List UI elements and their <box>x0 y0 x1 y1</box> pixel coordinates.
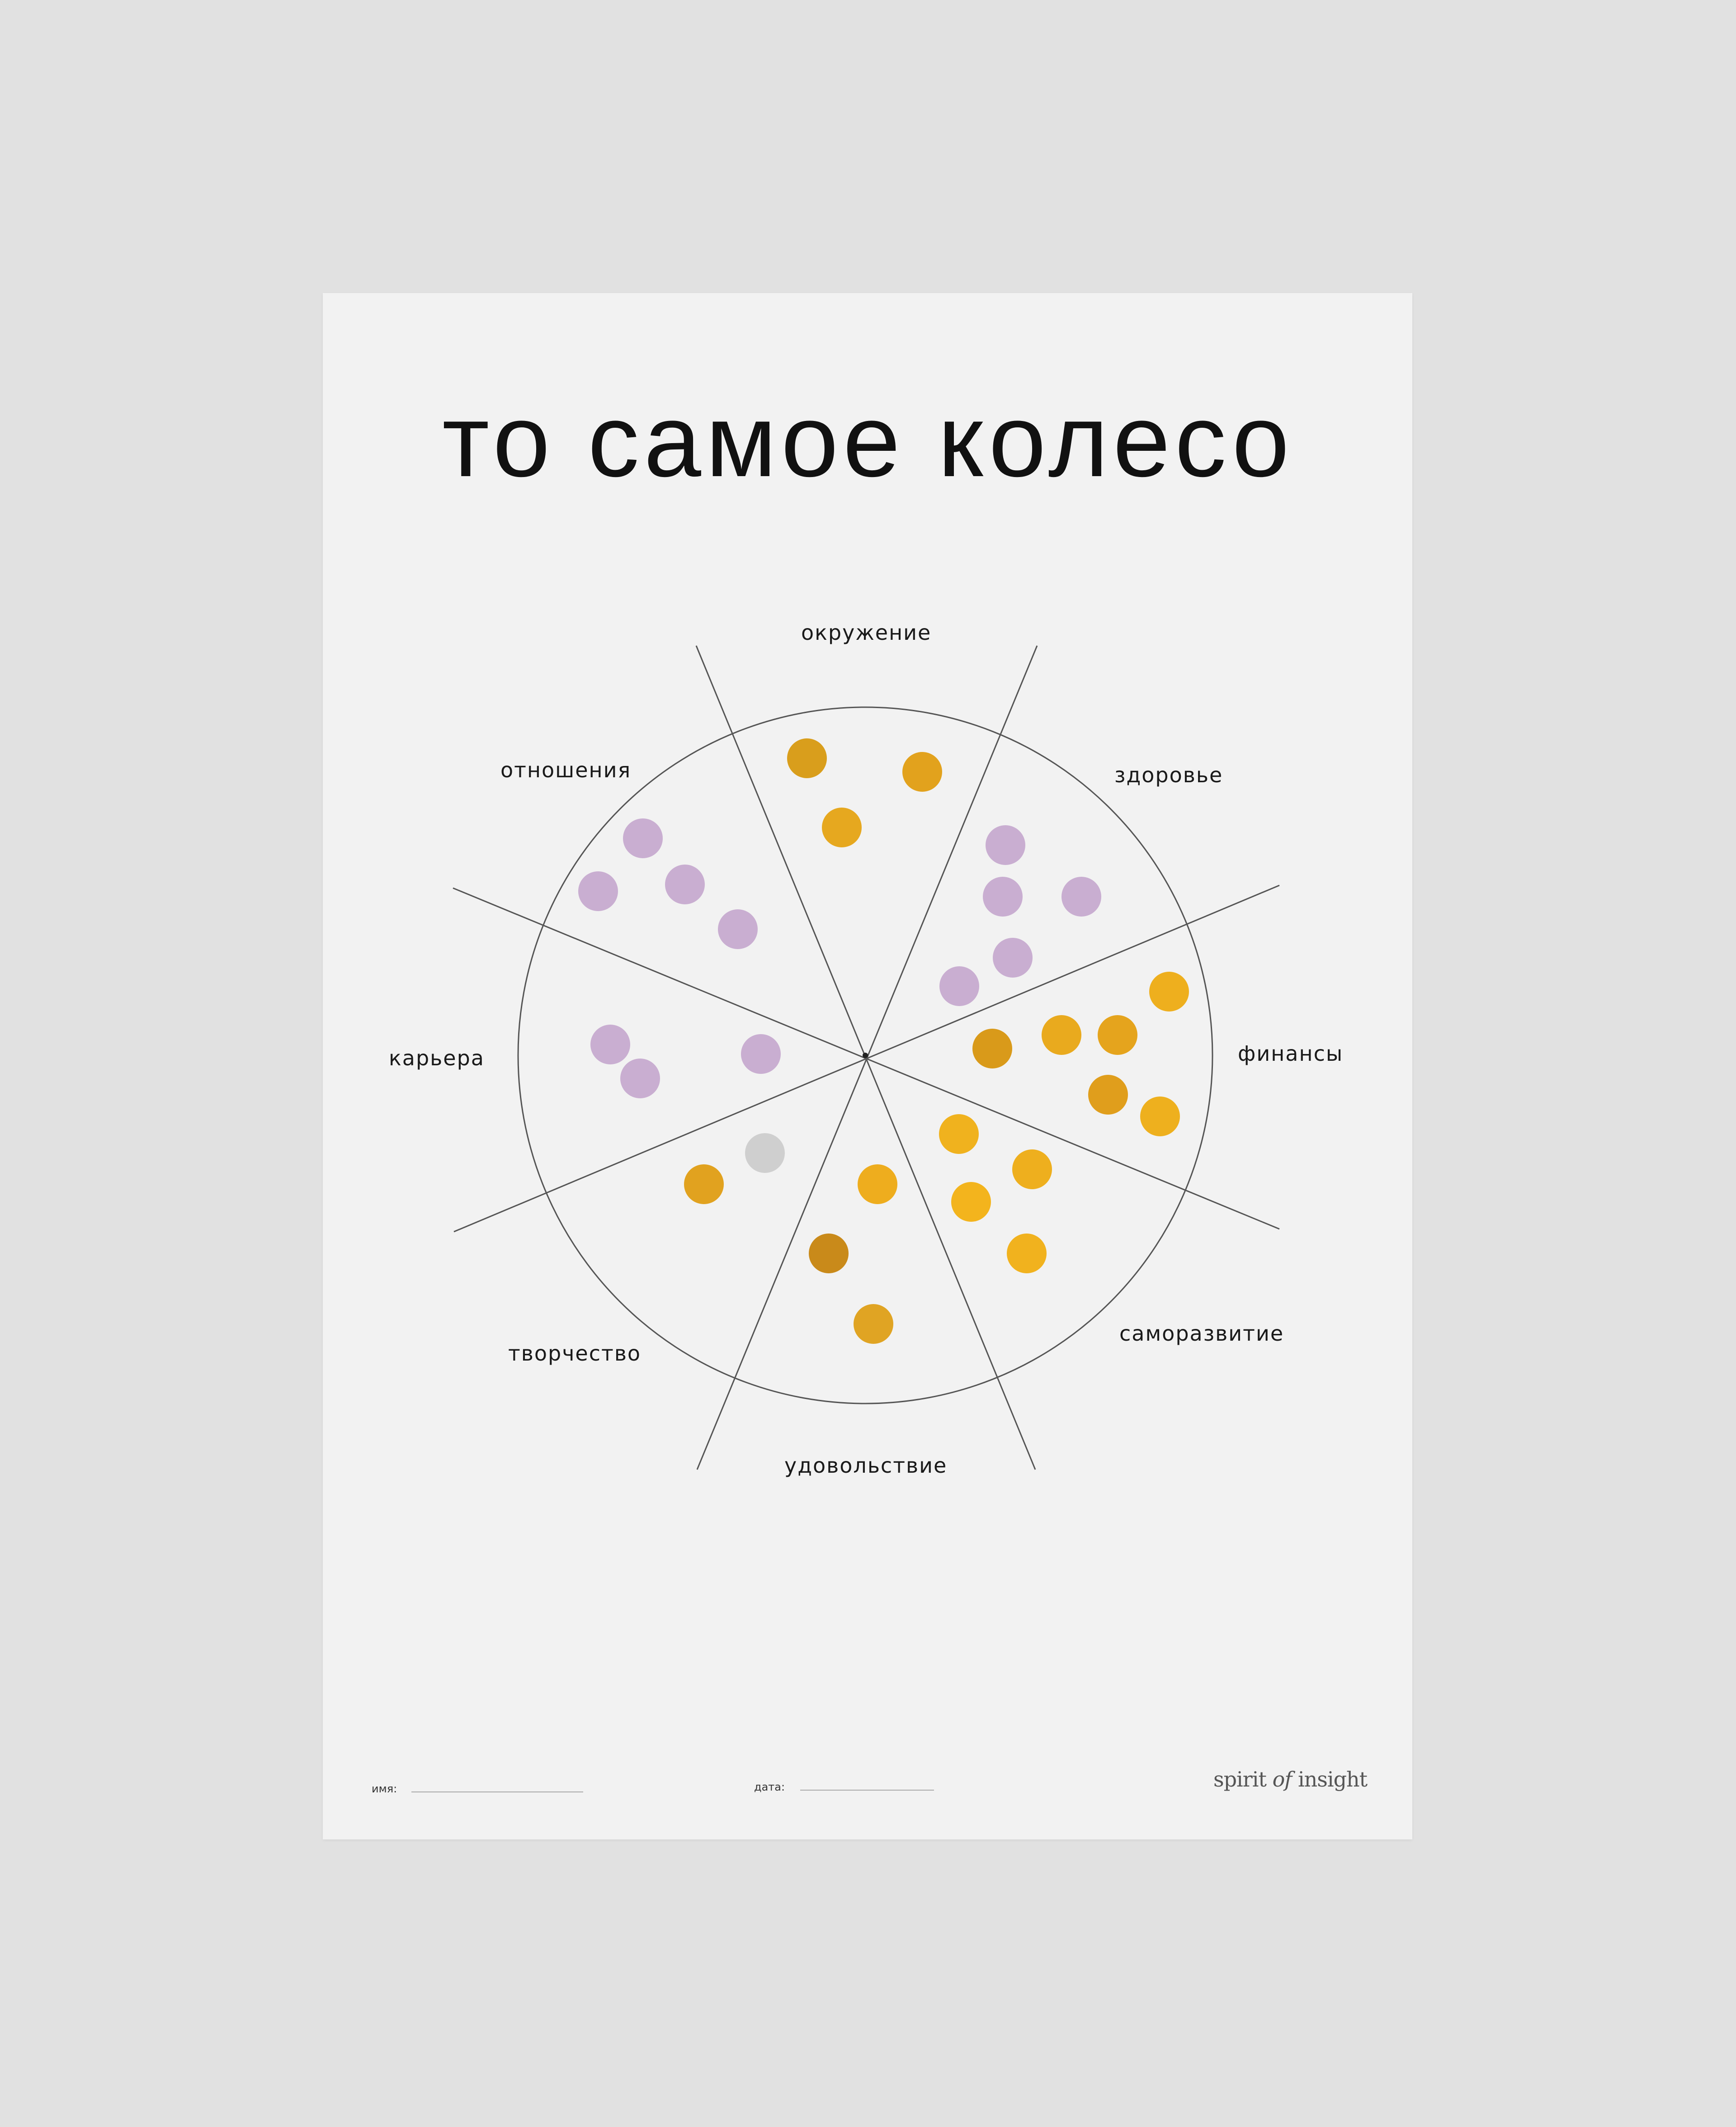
sticker-dot-health-2 <box>983 877 1023 917</box>
segment-label-finance: финансы <box>1238 1041 1344 1066</box>
sticker-dot-relationships-4 <box>718 909 758 949</box>
sticker-dot-creativity-2 <box>745 1133 785 1173</box>
sticker-dot-self-development-1 <box>939 1114 979 1154</box>
sticker-dot-self-development-2 <box>1012 1149 1052 1189</box>
sticker-dot-pleasure-1 <box>858 1164 897 1204</box>
segment-label-creativity: творчество <box>508 1341 642 1366</box>
date-field-label: дата: <box>754 1781 785 1793</box>
name-field-line <box>411 1791 583 1792</box>
sticker-dot-health-3 <box>1061 877 1101 917</box>
sticker-dot-environment-2 <box>902 752 942 792</box>
sticker-dot-relationships-3 <box>665 865 705 904</box>
sticker-dot-self-development-4 <box>1007 1234 1047 1273</box>
wheel-divider-line-4 <box>453 884 1280 1233</box>
wheel-center-point <box>863 1053 868 1058</box>
sticker-dot-relationships-1 <box>623 818 663 858</box>
sticker-dot-finance-1 <box>1149 972 1189 1012</box>
sticker-dot-career-2 <box>620 1059 660 1098</box>
segment-label-self-development: саморазвитие <box>1119 1321 1284 1346</box>
sticker-dot-health-5 <box>939 966 979 1006</box>
sticker-dot-career-3 <box>741 1034 781 1074</box>
sticker-dot-environment-1 <box>787 738 827 778</box>
sticker-dot-finance-5 <box>1088 1075 1128 1115</box>
poster-sheet <box>323 293 1412 1839</box>
sticker-dot-finance-3 <box>1098 1015 1137 1055</box>
brand-word-insight: insight <box>1297 1767 1368 1791</box>
sticker-dot-creativity-1 <box>684 1164 724 1204</box>
sticker-dot-health-4 <box>993 938 1033 978</box>
date-field-line <box>800 1790 934 1791</box>
sticker-dot-finance-2 <box>1042 1015 1081 1055</box>
segment-label-career: карьера <box>389 1046 485 1070</box>
sticker-dot-pleasure-2 <box>809 1234 849 1273</box>
brand-word-spirit: spirit <box>1213 1767 1267 1791</box>
brand-logo: spirit of insight <box>1213 1767 1368 1791</box>
sticker-dot-career-1 <box>590 1025 630 1064</box>
sticker-dot-finance-6 <box>1140 1097 1180 1136</box>
sticker-dot-self-development-3 <box>951 1182 991 1222</box>
sticker-dot-environment-3 <box>822 808 862 847</box>
sticker-dot-relationships-2 <box>578 871 618 911</box>
sticker-dot-health-1 <box>986 825 1025 865</box>
segment-label-relationships: отношения <box>500 758 632 782</box>
name-field-label: имя: <box>372 1782 397 1795</box>
sticker-dot-pleasure-3 <box>854 1304 893 1344</box>
segment-label-health: здоровье <box>1114 763 1223 787</box>
segment-label-pleasure: удовольствие <box>784 1453 948 1478</box>
sticker-dot-finance-4 <box>972 1029 1012 1068</box>
segment-label-environment: окружение <box>801 620 932 645</box>
brand-word-of: of <box>1272 1767 1293 1791</box>
wheel-circle <box>517 706 1213 1404</box>
poster-title: то самое колесо <box>442 383 1294 498</box>
